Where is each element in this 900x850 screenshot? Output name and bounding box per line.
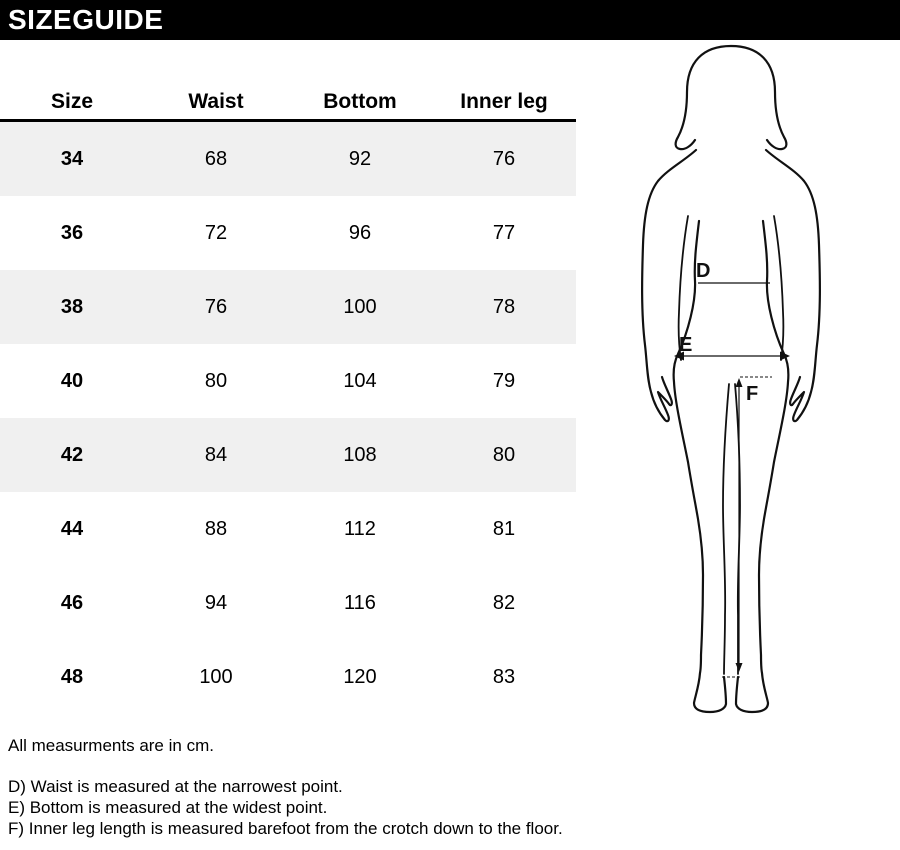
cell-waist: 100 <box>199 665 233 688</box>
cell-inner-leg: 78 <box>492 295 516 318</box>
cell-size: 36 <box>60 221 84 244</box>
page-header: SIZEGUIDE <box>0 0 900 40</box>
table-row: 44 88 112 81 <box>0 492 576 566</box>
definition-waist: D) Waist is measured at the narrowest po… <box>8 777 343 796</box>
cell-waist: 88 <box>204 517 228 540</box>
table-row: 36 72 96 77 <box>0 196 576 270</box>
body-figure-illustration: D E F <box>641 44 821 714</box>
cell-inner-leg: 81 <box>492 517 516 540</box>
cell-waist: 76 <box>204 295 228 318</box>
table-row: 38 76 100 78 <box>0 270 576 344</box>
cell-bottom: 120 <box>343 665 377 688</box>
cell-waist: 68 <box>204 147 228 170</box>
cell-bottom: 116 <box>344 591 376 614</box>
figure-right-arm <box>764 148 821 423</box>
size-table: Size Waist Bottom Inner leg 34 68 92 76 … <box>0 84 576 714</box>
units-note: All measurments are in cm. <box>8 736 214 755</box>
figure-right-torso-leg <box>734 219 790 714</box>
cell-bottom: 92 <box>348 147 372 170</box>
inner-leg-measure-label: F <box>746 383 758 405</box>
cell-waist: 80 <box>204 369 228 392</box>
figure-left-torso-leg <box>672 219 728 714</box>
cell-inner-leg: 83 <box>492 665 516 688</box>
cell-size: 34 <box>60 147 84 170</box>
cell-bottom: 108 <box>343 443 377 466</box>
cell-size: 46 <box>60 591 84 614</box>
cell-size: 44 <box>60 517 84 540</box>
table-row: 42 84 108 80 <box>0 418 576 492</box>
table-row: 46 94 116 82 <box>0 566 576 640</box>
cell-inner-leg: 82 <box>492 591 516 614</box>
figure-left-inner-arm <box>677 215 689 361</box>
table-row: 48 100 120 83 <box>0 640 576 714</box>
figure-hair-head <box>674 44 788 151</box>
footnotes-section: All measurments are in cm. D) Waist is m… <box>8 736 708 839</box>
cell-inner-leg: 79 <box>492 369 516 392</box>
measurement-definitions: D) Waist is measured at the narrowest po… <box>8 776 708 839</box>
figure-right-inner-arm <box>773 215 785 361</box>
body-measurement-figure: D E F <box>585 40 900 730</box>
cell-size: 48 <box>60 665 84 688</box>
table-row: 40 80 104 79 <box>0 344 576 418</box>
cell-bottom: 112 <box>344 517 376 540</box>
figure-left-inner-leg <box>722 383 730 675</box>
cell-size: 40 <box>60 369 84 392</box>
cell-size: 38 <box>60 295 84 318</box>
figure-left-arm <box>641 148 698 423</box>
table-row: 34 68 92 76 <box>0 120 576 196</box>
cell-bottom: 104 <box>343 369 377 392</box>
cell-bottom: 100 <box>343 295 377 318</box>
inner-leg-arrow-top <box>735 378 743 387</box>
inner-leg-arrow-bottom <box>735 663 743 672</box>
column-header-bottom: Bottom <box>288 84 432 122</box>
column-header-inner-leg: Inner leg <box>432 84 576 122</box>
cell-inner-leg: 76 <box>492 147 516 170</box>
column-header-size: Size <box>0 84 144 122</box>
bottom-measure-arrow-right <box>780 351 790 361</box>
cell-inner-leg: 80 <box>492 443 516 466</box>
bottom-measure-arrow-left <box>674 351 684 361</box>
bottom-measure-label: E <box>679 334 692 356</box>
cell-waist: 94 <box>204 591 228 614</box>
definition-bottom: E) Bottom is measured at the widest poin… <box>8 798 328 817</box>
waist-measure-label: D <box>696 260 710 282</box>
page-title: SIZEGUIDE <box>8 4 164 35</box>
cell-waist: 72 <box>204 221 228 244</box>
column-header-waist: Waist <box>144 84 288 122</box>
cell-bottom: 96 <box>348 221 372 244</box>
cell-inner-leg: 77 <box>492 221 516 244</box>
definition-inner-leg: F) Inner leg length is measured barefoot… <box>8 819 563 838</box>
cell-size: 42 <box>60 443 84 466</box>
cell-waist: 84 <box>204 443 228 466</box>
size-table-header-row: Size Waist Bottom Inner leg <box>0 84 576 122</box>
